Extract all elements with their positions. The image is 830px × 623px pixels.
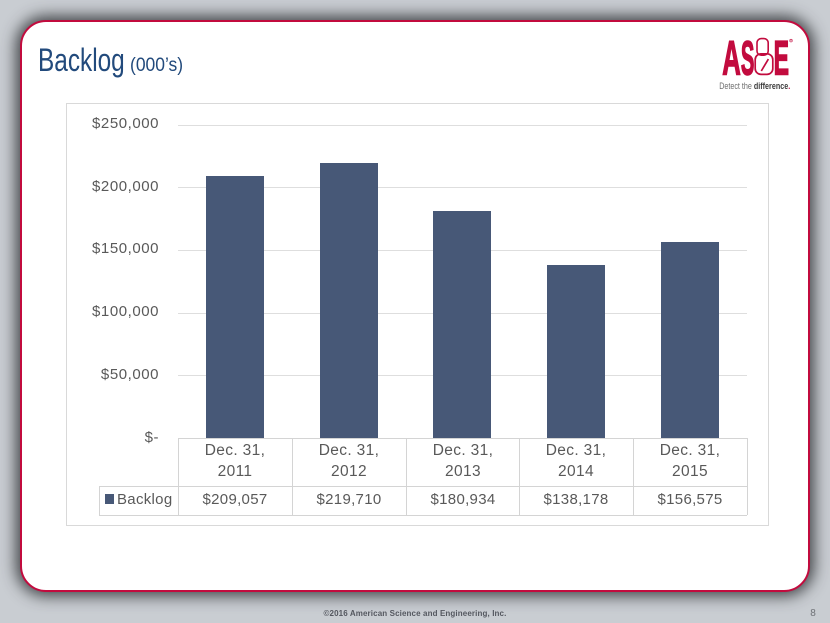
- svg-text:E: E: [774, 34, 789, 85]
- svg-text:S: S: [741, 34, 755, 85]
- svg-text:R: R: [790, 39, 793, 43]
- svg-text:A: A: [722, 34, 741, 85]
- svg-text:Detect the difference.: Detect the difference.: [719, 81, 790, 91]
